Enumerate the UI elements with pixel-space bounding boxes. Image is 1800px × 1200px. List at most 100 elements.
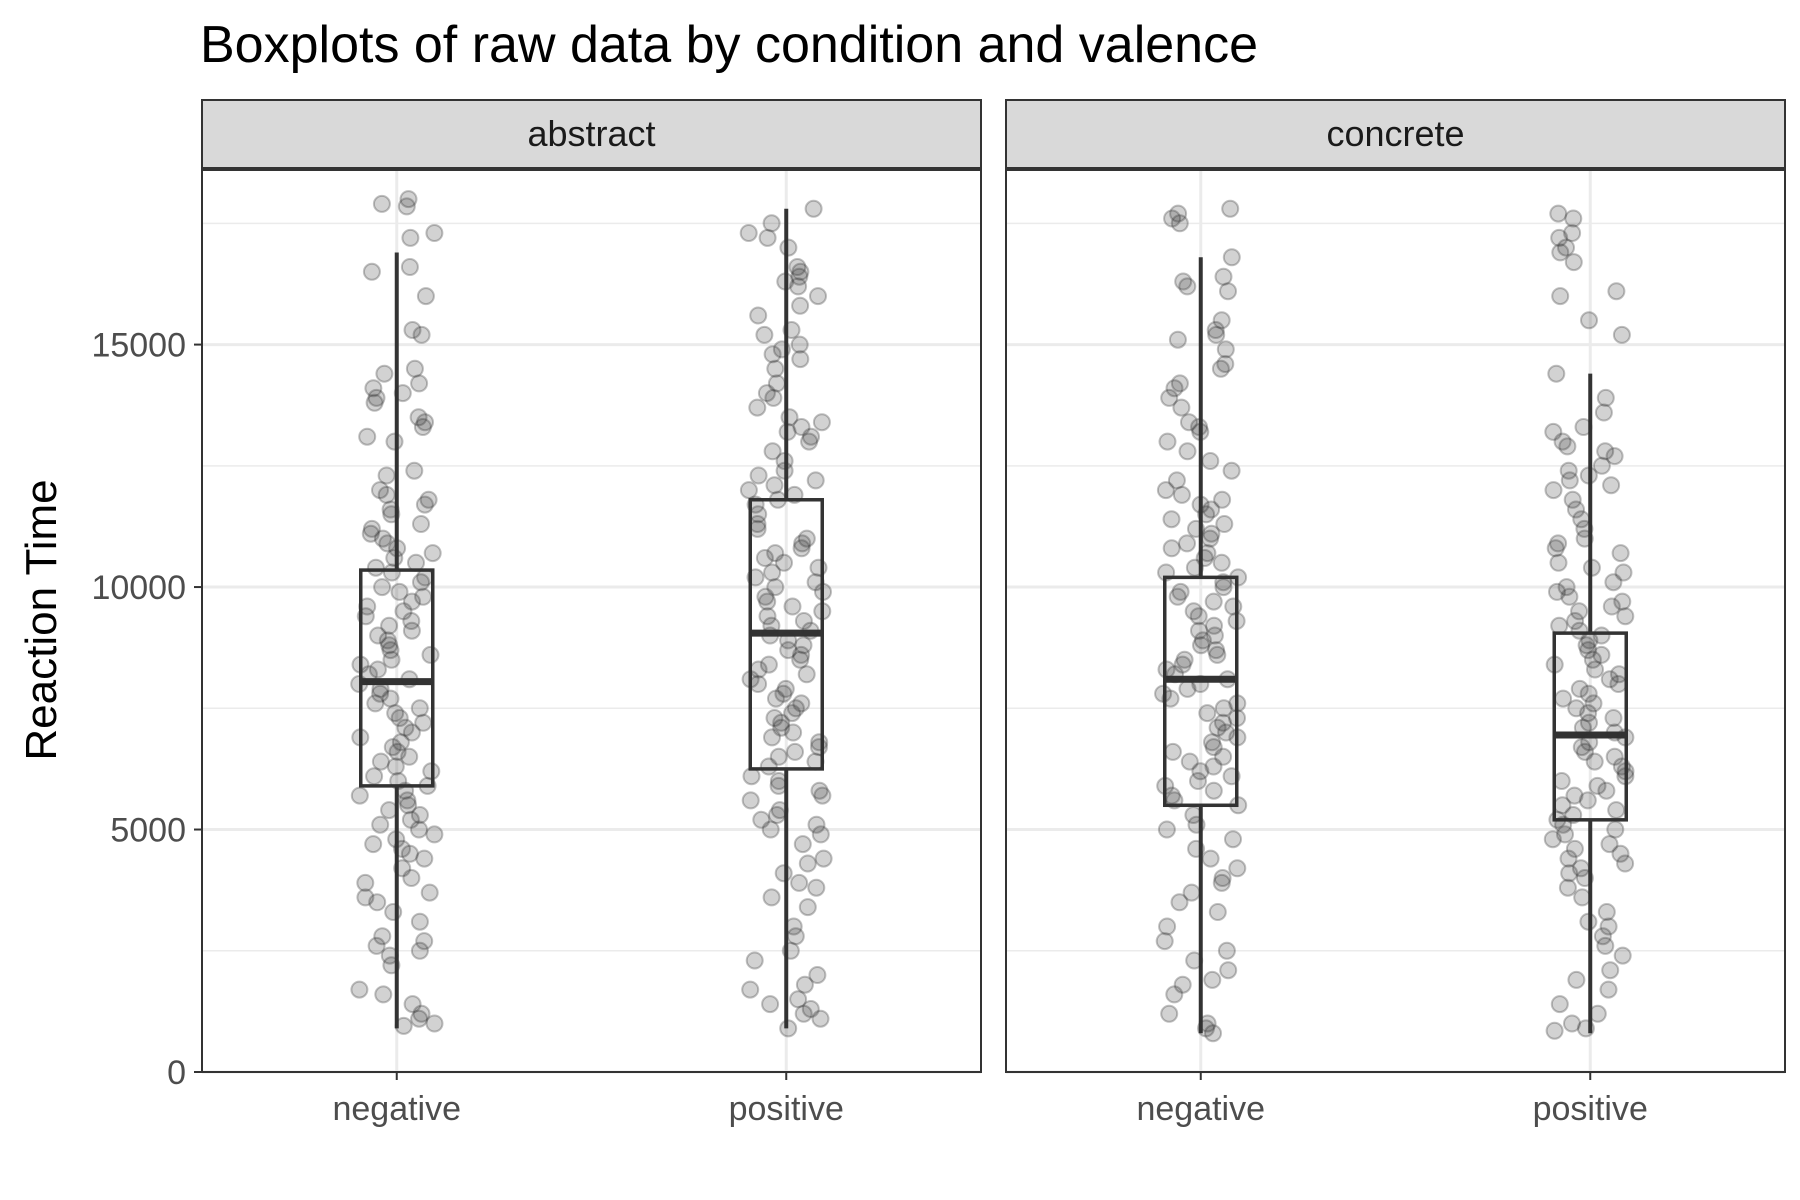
data-point [381, 641, 400, 660]
data-point [1565, 786, 1584, 805]
data-point [772, 713, 791, 732]
data-point [761, 995, 780, 1014]
data-point [1573, 888, 1592, 907]
data-point [801, 621, 820, 640]
data-point [765, 709, 784, 727]
data-point [358, 427, 377, 446]
data-point [382, 563, 401, 582]
data-point [1198, 704, 1217, 723]
data-point [371, 684, 390, 703]
data-point [1616, 762, 1635, 781]
data-point [1552, 772, 1571, 790]
data-point [1559, 461, 1578, 480]
data-point [364, 835, 383, 854]
data-point [812, 413, 831, 432]
data-point [742, 767, 761, 786]
data-point [1204, 592, 1223, 611]
data-point [371, 752, 390, 771]
data-point [755, 549, 774, 567]
data-point [358, 597, 377, 616]
data-point [1592, 456, 1611, 475]
data-point [811, 1009, 830, 1028]
data-point [765, 476, 784, 495]
data-point [809, 558, 828, 577]
data-point [1160, 388, 1179, 407]
data-point [1204, 738, 1223, 757]
data-point [1191, 675, 1210, 693]
data-point [783, 597, 802, 616]
data-point [1168, 330, 1187, 349]
data-point [1563, 224, 1582, 242]
data-point [1172, 398, 1191, 417]
data-point [1207, 641, 1226, 660]
data-point [752, 810, 771, 829]
data-point [781, 941, 800, 960]
box-iqr [359, 568, 435, 788]
data-point [1545, 1021, 1564, 1040]
data-point [775, 553, 793, 572]
data-point [1554, 815, 1573, 834]
data-point [790, 267, 809, 286]
data-point [351, 728, 370, 747]
data-point [365, 393, 384, 412]
data-point [767, 374, 786, 393]
data-point [1205, 616, 1223, 635]
data-point [1551, 287, 1570, 306]
data-point [378, 534, 397, 553]
data-point [786, 927, 805, 946]
data-point [361, 524, 380, 543]
data-point [784, 917, 803, 936]
data-point [1602, 597, 1621, 616]
data-point [1185, 558, 1204, 577]
data-point [745, 951, 764, 970]
data-point [1160, 1004, 1179, 1023]
x-tick-label: negative [332, 1090, 461, 1128]
chart-title: Boxplots of raw data by condition and va… [200, 16, 1258, 74]
data-point [813, 602, 832, 621]
data-point [798, 854, 817, 873]
data-point [786, 742, 804, 761]
data-point [1597, 903, 1616, 921]
data-point [1579, 704, 1598, 723]
data-point [381, 500, 400, 519]
data-point [1580, 733, 1599, 752]
data-point [1605, 447, 1624, 466]
data-point [1596, 388, 1615, 407]
data-point [1596, 442, 1615, 461]
data-point [1165, 985, 1184, 1004]
data-point [398, 791, 417, 810]
data-point [415, 932, 434, 951]
data-point [1197, 1019, 1215, 1038]
data-point [382, 505, 401, 524]
data-point [403, 995, 422, 1014]
data-point [1596, 936, 1615, 955]
data-point [1579, 641, 1598, 660]
data-point [1212, 873, 1231, 892]
data-point [757, 384, 776, 403]
data-point [1227, 612, 1246, 630]
data-point [409, 408, 428, 427]
data-point [372, 194, 391, 213]
data-point [749, 675, 768, 693]
data-point [1212, 553, 1231, 572]
data-point [763, 728, 781, 747]
data-point [1616, 854, 1635, 873]
data-point [1187, 519, 1205, 538]
data-point [368, 893, 387, 912]
data-point [1613, 946, 1632, 965]
data-point [1563, 490, 1582, 509]
data-point [1198, 1014, 1217, 1033]
data-point [1170, 214, 1189, 233]
data-point [798, 898, 817, 917]
data-point [1616, 607, 1635, 626]
data-point [383, 738, 402, 757]
data-point [1222, 461, 1241, 480]
data-point [394, 602, 413, 621]
data-point [761, 820, 780, 839]
data-point [814, 582, 832, 601]
data-point [759, 655, 778, 674]
data-point [797, 529, 816, 548]
data-point [1548, 810, 1567, 829]
data-point [1547, 364, 1566, 383]
data-point [396, 718, 415, 737]
